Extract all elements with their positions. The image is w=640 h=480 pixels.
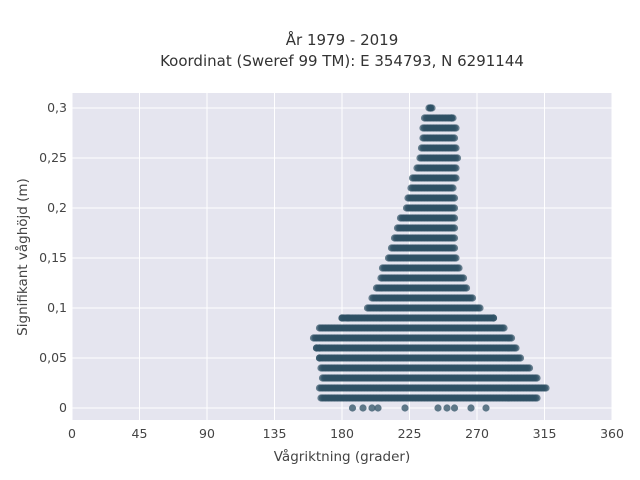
y-tick-label: 0,1 [47, 300, 67, 315]
data-point [450, 234, 459, 242]
data-point [476, 304, 484, 312]
data-point [462, 284, 471, 292]
y-tick-label: 0,2 [47, 200, 67, 215]
x-tick-label: 315 [533, 426, 557, 441]
data-point [426, 104, 435, 112]
x-tick-label: 360 [600, 426, 624, 441]
data-point [447, 114, 456, 122]
data-point [450, 244, 459, 252]
data-point [452, 254, 460, 262]
data-point [434, 404, 442, 412]
data-point [374, 404, 382, 412]
x-tick-label: 135 [263, 426, 287, 441]
data-point [450, 214, 459, 222]
data-point [467, 404, 475, 412]
data-point [452, 124, 460, 132]
x-tick-label: 0 [68, 426, 76, 441]
data-point [443, 404, 451, 412]
data-point [516, 354, 525, 362]
data-point [482, 404, 490, 412]
data-point [452, 174, 460, 182]
x-tick-label: 225 [398, 426, 422, 441]
data-point [344, 314, 352, 322]
data-point [533, 394, 541, 402]
y-tick-label: 0,3 [47, 100, 67, 115]
chart-title-line1: År 1979 - 2019 [286, 30, 399, 49]
x-tick-label: 270 [465, 426, 489, 441]
x-axis-title: Vågriktning (grader) [274, 448, 411, 465]
data-point [459, 274, 468, 282]
data-point [450, 134, 459, 142]
data-point [348, 404, 357, 412]
x-tick-label: 180 [330, 426, 354, 441]
x-tick-label: 90 [199, 426, 215, 441]
data-point [338, 314, 346, 322]
data-point [542, 384, 550, 392]
data-point [450, 194, 459, 202]
data-point [449, 184, 457, 192]
data-point [533, 374, 541, 382]
data-point [455, 264, 463, 272]
y-axis-ticks: 0 0,05 0,1 0,15 0,2 0,25 0,3 [39, 100, 67, 415]
data-point [512, 344, 520, 352]
data-point [368, 404, 376, 412]
y-tick-label: 0,05 [39, 350, 67, 365]
chart-title-line2: Koordinat (Sweref 99 TM): E 354793, N 62… [160, 52, 524, 70]
x-axis-ticks: 0 45 90 135 180 225 270 315 360 [68, 426, 624, 441]
data-point [452, 164, 460, 172]
data-point [489, 314, 498, 322]
data-point [450, 404, 459, 412]
x-tick-label: 45 [132, 426, 148, 441]
y-tick-label: 0 [59, 400, 67, 415]
data-point [315, 344, 324, 352]
data-points [309, 104, 550, 412]
data-point [315, 354, 324, 362]
data-point [359, 404, 367, 412]
data-point [450, 204, 459, 212]
data-point [525, 364, 534, 372]
data-point [507, 334, 516, 342]
data-point [452, 144, 460, 152]
data-point [468, 294, 477, 302]
data-point [500, 324, 508, 332]
y-tick-label: 0,25 [39, 150, 67, 165]
y-axis-title: Signifikant våghöjd (m) [14, 178, 31, 336]
y-tick-label: 0,15 [39, 250, 67, 265]
data-point [450, 224, 459, 232]
data-point [401, 404, 409, 412]
data-point [453, 154, 462, 162]
